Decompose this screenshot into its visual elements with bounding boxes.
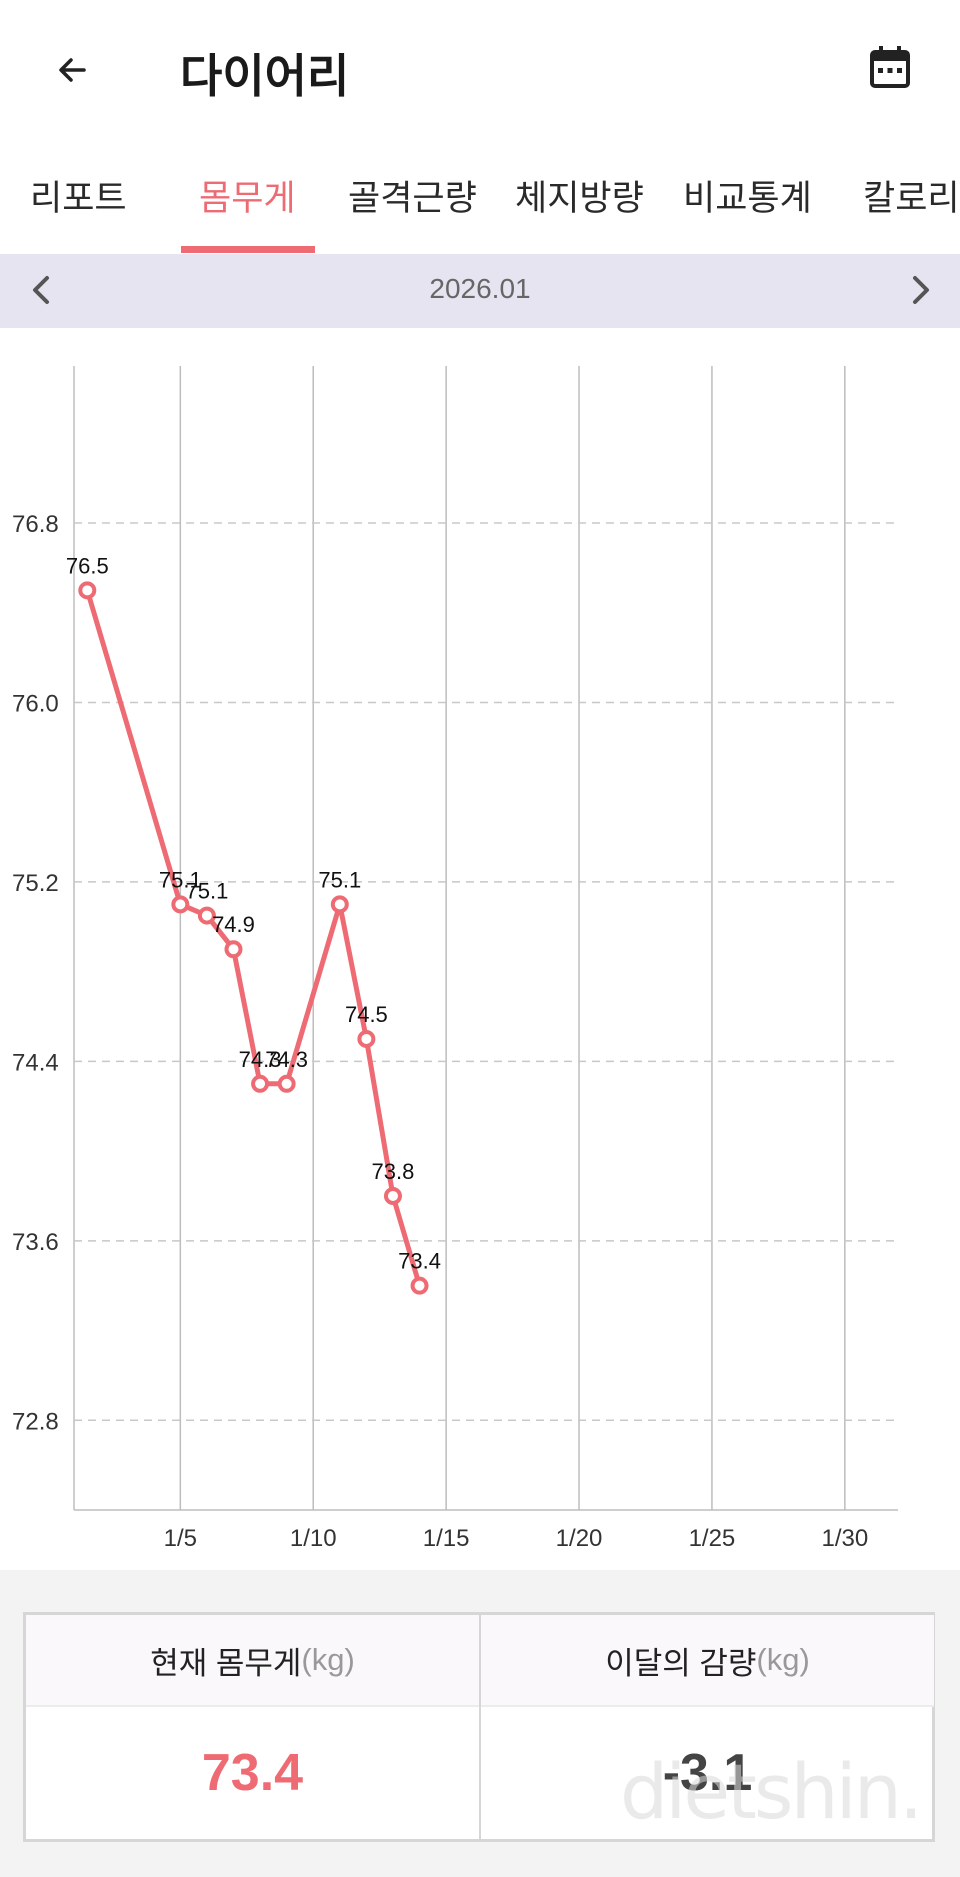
data-point — [197, 906, 216, 925]
prev-month-button[interactable] — [22, 270, 62, 310]
weight-line-chart: 1/5 1/10 1/15 1/20 1/25 1/30 76.8 76.0 75.2 74.4 7… — [12, 366, 898, 1552]
active-tab-indicator — [181, 246, 315, 253]
monthly-loss-unit: (kg) — [756, 1642, 810, 1677]
x-tick-label: 1/5 — [164, 1525, 197, 1552]
data-label: 74.5 — [345, 1002, 388, 1027]
tab-body-fat[interactable]: 체지방량 — [515, 179, 644, 218]
tab-report[interactable]: 리포트 — [30, 179, 127, 218]
y-tick-label: 73.6 — [12, 1229, 59, 1256]
data-label: 74.9 — [212, 912, 255, 937]
data-label: 73.4 — [398, 1249, 441, 1274]
data-label: 75.1 — [318, 867, 361, 892]
data-point — [357, 1029, 376, 1048]
month-label: 2026.01 — [429, 273, 531, 304]
tab-comparison[interactable]: 비교통계 — [683, 179, 812, 218]
x-tick-label: 1/20 — [556, 1525, 603, 1552]
y-tick-label: 75.2 — [12, 870, 59, 897]
current-weight-header: 현재 몸무게 (kg) — [26, 1615, 479, 1707]
data-point — [224, 940, 243, 959]
data-label: 74.3 — [265, 1047, 308, 1072]
next-month-button[interactable] — [900, 270, 940, 310]
data-point — [78, 581, 97, 600]
data-point — [410, 1276, 429, 1295]
tab-weight[interactable]: 몸무게 — [199, 179, 296, 218]
arrow-left-icon — [59, 58, 86, 82]
current-weight-value: 73.4 — [201, 1744, 304, 1802]
data-label: 75.1 — [185, 879, 228, 904]
monthly-loss-label: 이달의 감량 — [605, 1645, 757, 1681]
back-button[interactable] — [44, 42, 100, 98]
monthly-loss-cell: 이달의 감량 (kg) -3.1 — [481, 1615, 934, 1839]
page-title: 다이어리 — [180, 50, 350, 102]
data-point — [277, 1074, 296, 1093]
data-label: 76.5 — [66, 553, 109, 578]
monthly-loss-header: 이달의 감량 (kg) — [481, 1615, 934, 1707]
chevron-left-icon — [33, 276, 49, 304]
tab-skeletal-muscle[interactable]: 골격근량 — [348, 179, 477, 218]
month-navigator: 2026.01 — [0, 254, 960, 328]
summary-area: 현재 몸무게 (kg) 73.4 이달의 감량 (kg) -3.1 — [0, 1570, 960, 1877]
y-tick-label: 72.8 — [12, 1408, 59, 1435]
data-label: 75.1 — [159, 867, 202, 892]
data-point — [171, 895, 190, 914]
weight-chart: 1/5 1/10 1/15 1/20 1/25 1/30 76.8 76.0 75.2 74.4 7… — [0, 328, 960, 1570]
app-header: 다이어리 — [0, 0, 960, 140]
data-point — [330, 895, 349, 914]
current-weight-cell: 현재 몸무게 (kg) 73.4 — [26, 1615, 481, 1839]
x-tick-label: 1/15 — [423, 1525, 470, 1552]
data-label: 73.8 — [372, 1159, 415, 1184]
x-tick-label: 1/25 — [689, 1525, 736, 1552]
data-point — [251, 1074, 270, 1093]
y-tick-label: 76.8 — [12, 511, 59, 538]
calendar-icon — [870, 46, 910, 88]
weight-series-line — [84, 587, 423, 1289]
current-weight-label: 현재 몸무게 — [150, 1645, 302, 1681]
data-label: 74.3 — [239, 1047, 282, 1072]
data-point — [383, 1186, 402, 1205]
summary-table: 현재 몸무게 (kg) 73.4 이달의 감량 (kg) -3.1 — [23, 1612, 935, 1842]
current-weight-unit: (kg) — [301, 1642, 355, 1677]
y-tick-label: 74.4 — [12, 1049, 59, 1076]
tab-bar: 리포트 몸무게 골격근량 체지방량 비교통계 칼로리 — [0, 150, 960, 254]
y-tick-label: 76.0 — [12, 690, 59, 717]
x-tick-label: 1/30 — [821, 1525, 868, 1552]
monthly-loss-value: -3.1 — [662, 1744, 753, 1802]
chevron-right-icon — [913, 276, 929, 304]
x-tick-label: 1/10 — [290, 1525, 337, 1552]
tab-calories[interactable]: 칼로리 — [863, 179, 960, 218]
calendar-button[interactable] — [862, 40, 918, 96]
